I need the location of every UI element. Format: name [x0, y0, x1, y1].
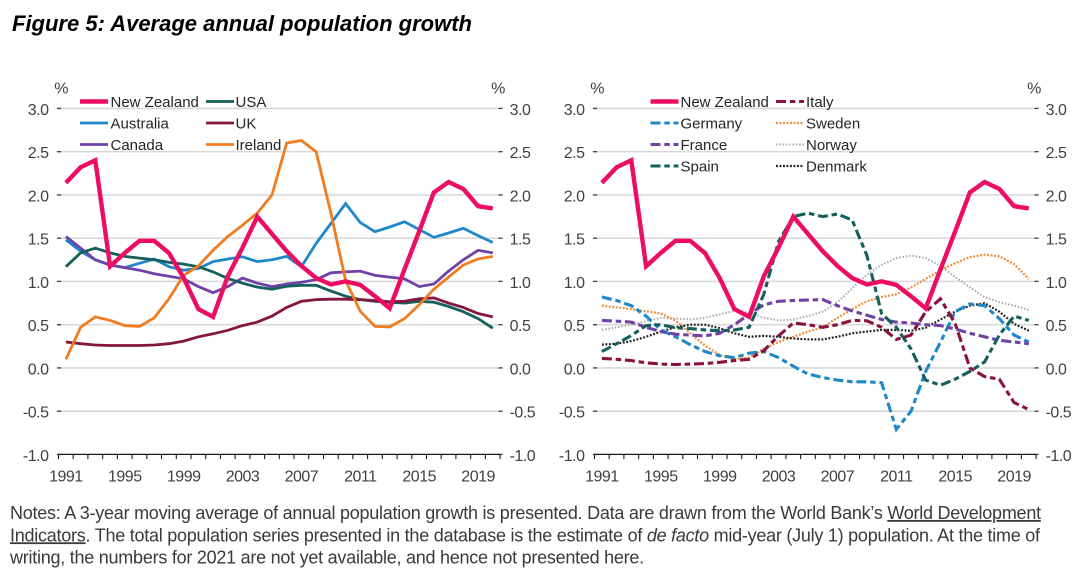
svg-text:1.0: 1.0	[28, 275, 49, 292]
svg-text:0.5: 0.5	[564, 318, 585, 335]
svg-text:2011: 2011	[880, 469, 913, 486]
svg-text:Denmark: Denmark	[806, 158, 867, 175]
svg-text:1999: 1999	[703, 469, 737, 486]
svg-text:2003: 2003	[762, 469, 796, 486]
svg-text:-1.0: -1.0	[559, 448, 585, 465]
svg-text:1.5: 1.5	[1046, 232, 1067, 249]
svg-text:1991: 1991	[49, 469, 83, 486]
svg-text:%: %	[491, 81, 505, 98]
svg-text:2019: 2019	[461, 469, 495, 486]
svg-text:1991: 1991	[585, 469, 619, 486]
svg-text:1.0: 1.0	[510, 275, 531, 292]
svg-text:Spain: Spain	[681, 158, 719, 175]
svg-text:3.0: 3.0	[28, 102, 49, 119]
svg-text:Italy: Italy	[806, 94, 834, 111]
svg-text:1.5: 1.5	[510, 232, 531, 249]
svg-text:2007: 2007	[285, 469, 319, 486]
svg-text:Canada: Canada	[111, 137, 164, 154]
svg-text:Indicators. The total populati: Indicators. The total population series …	[10, 525, 1041, 545]
svg-text:3.0: 3.0	[510, 102, 531, 119]
svg-text:2.0: 2.0	[510, 188, 531, 205]
svg-text:USA: USA	[236, 94, 267, 111]
svg-text:New Zealand: New Zealand	[111, 94, 199, 111]
svg-text:New Zealand: New Zealand	[681, 94, 769, 111]
svg-text:-0.5: -0.5	[510, 405, 536, 422]
svg-text:2019: 2019	[997, 469, 1031, 486]
svg-text:Sweden: Sweden	[806, 115, 860, 132]
svg-text:2.5: 2.5	[564, 145, 585, 162]
svg-text:Ireland: Ireland	[236, 137, 282, 154]
svg-text:-0.5: -0.5	[559, 405, 585, 422]
svg-text:writing, the numbers for 2021: writing, the numbers for 2021 are not ye…	[9, 548, 644, 568]
svg-text:0.5: 0.5	[510, 318, 531, 335]
svg-text:0.5: 0.5	[1046, 318, 1067, 335]
svg-text:%: %	[1027, 81, 1041, 98]
svg-text:2.0: 2.0	[28, 188, 49, 205]
svg-text:2.5: 2.5	[510, 145, 531, 162]
svg-text:-0.5: -0.5	[23, 405, 49, 422]
svg-text:0.5: 0.5	[28, 318, 49, 335]
svg-text:Norway: Norway	[806, 137, 857, 154]
svg-text:%: %	[590, 81, 604, 98]
svg-text:%: %	[54, 81, 68, 98]
svg-text:0.0: 0.0	[510, 361, 531, 378]
svg-text:0.0: 0.0	[1046, 361, 1067, 378]
svg-text:-0.5: -0.5	[1046, 405, 1072, 422]
svg-text:3.0: 3.0	[1046, 102, 1067, 119]
svg-text:2.5: 2.5	[28, 145, 49, 162]
svg-text:1.5: 1.5	[28, 232, 49, 249]
svg-text:1.0: 1.0	[1046, 275, 1067, 292]
svg-text:-1.0: -1.0	[510, 448, 536, 465]
svg-text:2007: 2007	[821, 469, 855, 486]
svg-text:Figure 5: Average annual popul: Figure 5: Average annual population grow…	[12, 11, 472, 36]
svg-text:Notes: A 3-year moving average: Notes: A 3-year moving average of annual…	[10, 503, 1041, 523]
svg-text:0.0: 0.0	[28, 361, 49, 378]
svg-text:2015: 2015	[938, 469, 972, 486]
svg-text:-1.0: -1.0	[23, 448, 49, 465]
svg-text:-1.0: -1.0	[1046, 448, 1072, 465]
svg-text:2.0: 2.0	[1046, 188, 1067, 205]
svg-text:UK: UK	[236, 115, 257, 132]
svg-text:0.0: 0.0	[564, 361, 585, 378]
svg-text:2011: 2011	[344, 469, 377, 486]
svg-text:1995: 1995	[644, 469, 678, 486]
svg-text:France: France	[681, 137, 728, 154]
svg-text:2.5: 2.5	[1046, 145, 1067, 162]
svg-text:2.0: 2.0	[564, 188, 585, 205]
svg-text:2015: 2015	[402, 469, 436, 486]
svg-text:Germany: Germany	[681, 115, 743, 132]
svg-text:1999: 1999	[167, 469, 201, 486]
svg-text:1.5: 1.5	[564, 232, 585, 249]
svg-text:1995: 1995	[108, 469, 142, 486]
svg-text:Australia: Australia	[111, 115, 170, 132]
svg-text:1.0: 1.0	[564, 275, 585, 292]
svg-text:2003: 2003	[226, 469, 260, 486]
svg-text:3.0: 3.0	[564, 102, 585, 119]
